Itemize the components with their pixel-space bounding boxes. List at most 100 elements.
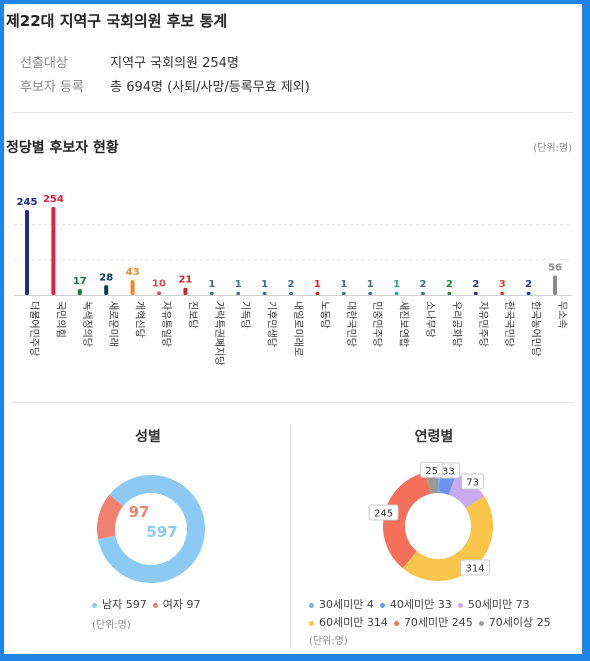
donut-callout: 245: [368, 504, 399, 521]
bar-value-label: 28: [99, 272, 113, 283]
legend-item: 여자 97: [152, 596, 200, 612]
bar-category-label: 국민의힘: [54, 301, 66, 338]
bar-value-label: 254: [43, 194, 64, 205]
bar-category-label: 한국농어민당: [530, 301, 542, 356]
divider-vertical: [290, 424, 291, 649]
callout-box: [420, 461, 444, 478]
bar-value-label: 1: [261, 279, 268, 290]
bar: [262, 292, 267, 295]
legend-item: 60세미만 314: [309, 614, 388, 632]
bar-value-label: 3: [499, 279, 506, 290]
bar-value-label: 17: [73, 276, 87, 287]
legend-item: 50세미만 73: [457, 596, 530, 614]
bar-value-label: 2: [420, 279, 427, 290]
bar-category-label: 민중민주당: [371, 301, 383, 347]
info-label: 선출대상: [20, 56, 68, 71]
bar: [553, 275, 557, 295]
divider: [12, 112, 574, 113]
bar: [421, 292, 425, 295]
bar-category-label: 자유통일당: [160, 301, 172, 347]
donut-value-label: 25: [425, 466, 438, 477]
donut-callout: 314: [460, 559, 491, 576]
callout-box: [461, 473, 485, 490]
gender-unit-label: (단위:명): [92, 620, 131, 631]
info-row-registered: 후보자 등록 총 694명 (사퇴/사망/등록무효 제외): [20, 76, 310, 95]
bar: [394, 292, 399, 295]
bar-category-label: 가락특권폐지당: [213, 301, 225, 365]
donut-segment: [402, 496, 493, 581]
gender-chart-title: 성별: [135, 429, 161, 445]
donut-callout: 25: [420, 461, 444, 478]
donut-segment: [448, 474, 485, 509]
callout-box: [460, 559, 491, 576]
bar-category-label: 내일로미래로: [292, 301, 304, 356]
donut-value-label: 245: [374, 508, 393, 519]
legend-item: 남자 597: [92, 596, 147, 612]
bar: [77, 289, 82, 295]
bar-value-label: 2: [472, 279, 479, 290]
bar-category-label: 진보당: [186, 301, 198, 329]
bar-value-label: 1: [340, 279, 347, 290]
info-row-target: 선출대상 지역구 국회의원 254명: [20, 52, 239, 71]
bar-category-label: 소나무당: [424, 301, 436, 338]
bar: [157, 291, 161, 295]
bar: [315, 292, 320, 295]
bar-category-label: 노동당: [318, 301, 330, 329]
callout-box: [368, 504, 399, 521]
bar: [209, 292, 214, 295]
legend-item: 70세미만 245: [393, 614, 473, 632]
bar: [473, 292, 478, 295]
info-label: 후보자 등록: [20, 80, 84, 95]
bar-value-label: 1: [208, 279, 215, 290]
bar-category-label: 새진보연합: [398, 301, 410, 347]
page-title: 제22대 지역구 국회의원 후보 통계: [6, 12, 228, 30]
donut-segment: [97, 494, 124, 540]
bar-value-label: 2: [525, 279, 532, 290]
bar-value-label: 1: [235, 279, 242, 290]
bar: [51, 207, 56, 295]
age-legend: 30세미만 4 40세미만 33 50세미만 73 60세미만 314 70세미만 24…: [309, 596, 579, 632]
bar-category-label: 기독당: [239, 301, 251, 329]
bar: [341, 292, 346, 295]
party-section-title: 정당별 후보자 현황: [6, 140, 119, 156]
info-value: 총 694명 (사퇴/사망/등록무효 제외): [110, 80, 310, 95]
bar-value-label: 43: [126, 267, 140, 278]
bar-value-label: 10: [152, 279, 166, 290]
donut-value-label: 314: [466, 563, 485, 574]
party-bar-chart: 245 더불어민주당 254 국민의힘 17 녹색정의당 28 새로운미래 43 개혁신당 10 자유…: [14, 194, 572, 365]
donut-value-label: 97: [129, 503, 150, 521]
divider: [12, 402, 574, 403]
legend-item: 40세미만 33: [379, 596, 452, 614]
bar-value-label: 2: [446, 279, 453, 290]
bar: [130, 280, 135, 295]
bar: [289, 292, 293, 295]
bar: [368, 292, 373, 295]
donut-segment: [383, 472, 432, 569]
bar-category-label: 한국국민당: [503, 301, 515, 347]
bar-value-label: 245: [17, 197, 38, 208]
bar: [183, 287, 188, 295]
stats-card: 제22대 지역구 국회의원 후보 통계 선출대상 지역구 국회의원 254명 후…: [4, 4, 582, 654]
bar: [500, 292, 505, 295]
donut-segment: [425, 471, 439, 494]
bar-value-label: 56: [548, 263, 562, 274]
donut-value-label: 73: [466, 477, 479, 488]
gender-legend: 남자 597 여자 97: [92, 596, 206, 612]
bar-category-label: 새로운미래: [107, 301, 119, 347]
bar: [447, 292, 452, 295]
bar: [104, 285, 109, 295]
donut-callout: 73: [461, 473, 485, 490]
bar-value-label: 21: [178, 275, 192, 286]
bar: [25, 210, 29, 295]
donut-segment: [97, 475, 205, 583]
party-unit-label: (단위:명): [533, 143, 572, 154]
age-donut-chart: 33 73 314 245 25: [368, 461, 493, 581]
bar: [526, 292, 531, 295]
bar-category-label: 대한국민당: [345, 301, 357, 347]
bar-category-label: 우리공화당: [450, 301, 462, 347]
donut-value-label: 597: [146, 523, 177, 541]
bar-category-label: 자유민주당: [477, 301, 489, 347]
donut-segment: [438, 471, 457, 495]
bar: [236, 292, 241, 295]
